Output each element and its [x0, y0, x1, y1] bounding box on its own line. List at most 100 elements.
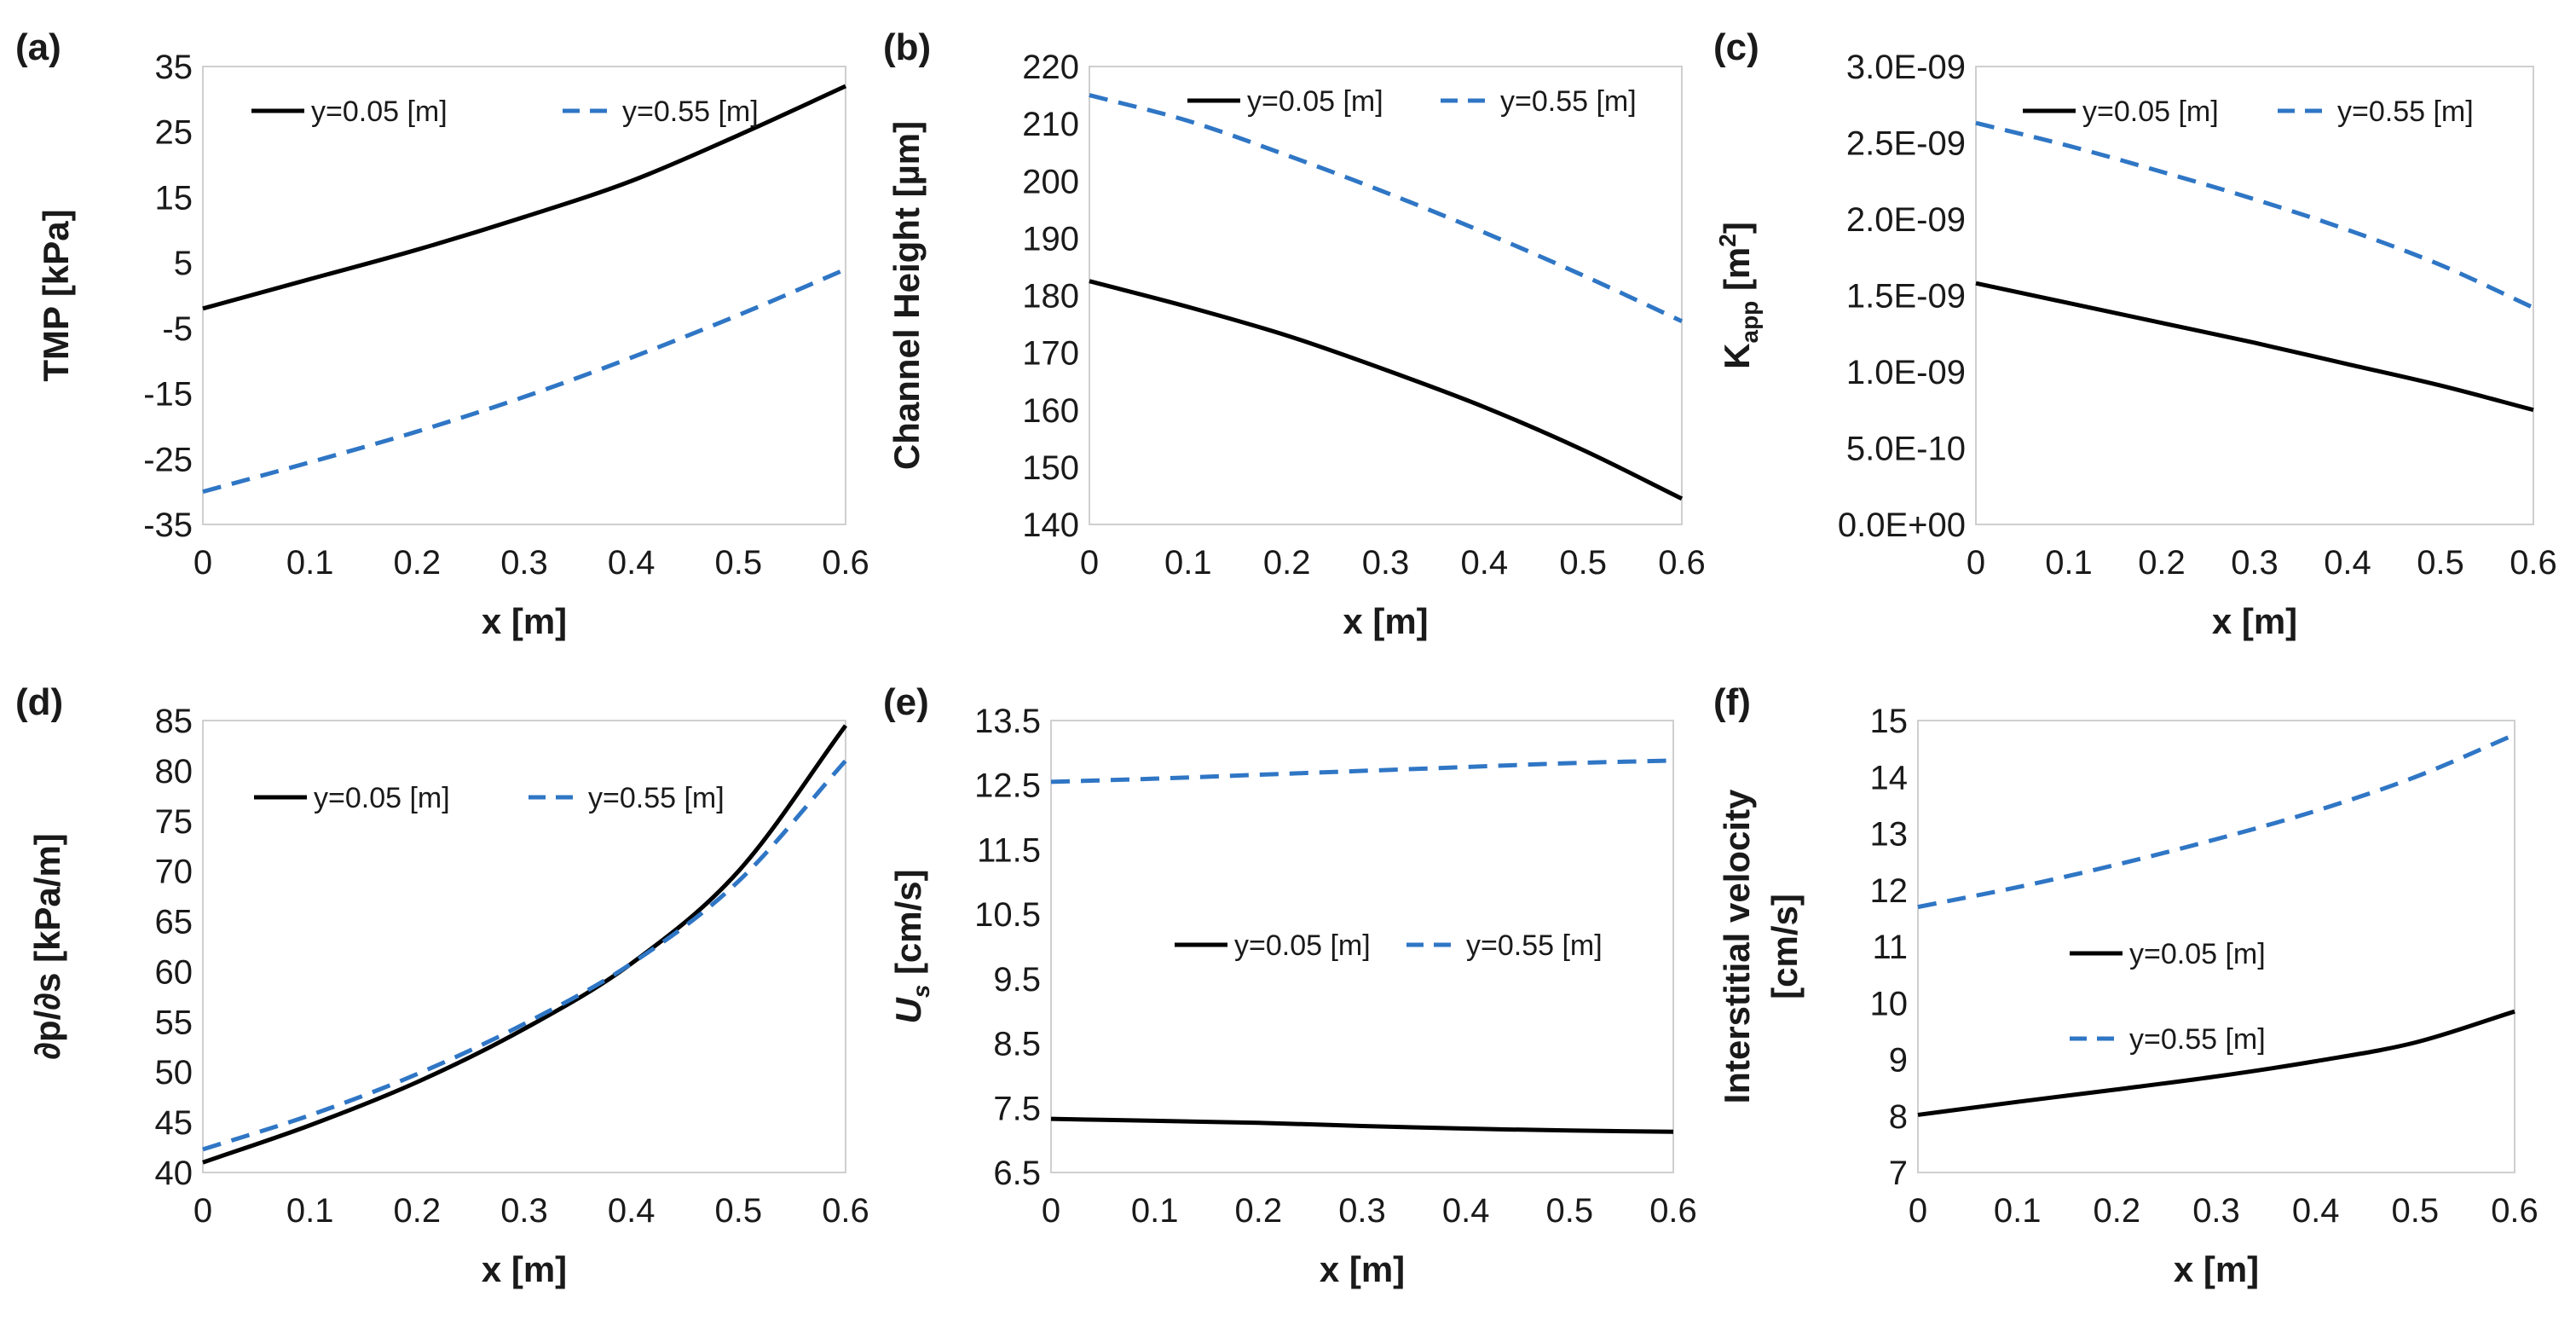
- plot-frame: [202, 720, 846, 1173]
- legend-label: y=0.05 [m]: [311, 96, 448, 128]
- y-tick-label: 60: [155, 953, 193, 991]
- x-axis-title: x [m]: [1320, 1249, 1405, 1289]
- y-tick-label: 15: [155, 179, 193, 217]
- legend-label: y=0.55 [m]: [1466, 929, 1603, 962]
- series-line-y005: [1089, 279, 1684, 501]
- x-tick-label: 0.3: [2231, 544, 2279, 582]
- y-tick-label: 12: [1870, 872, 1909, 910]
- x-tick-label: 0.5: [1559, 544, 1607, 582]
- y-tick-label: 8.5: [993, 1026, 1041, 1063]
- y-tick-label: 200: [1022, 163, 1079, 200]
- chart-panel-b: (b) 0 0.1 0.2 0.3 0.4 0.5 0.6 140 150 160 170 180 190…: [883, 26, 1706, 641]
- legend: y=0.05 [m] y=0.55 [m]: [1175, 929, 1603, 962]
- y-tick-label: 160: [1022, 392, 1079, 430]
- legend: y=0.05 [m] y=0.55 [m]: [251, 96, 759, 128]
- x-axis-title: x [m]: [482, 1249, 567, 1289]
- y-tick-label: 13: [1870, 816, 1909, 854]
- y-tick-label: 65: [155, 904, 193, 941]
- x-tick-label: 0.5: [715, 1192, 763, 1230]
- y-tick-label: 9.5: [993, 961, 1041, 999]
- y-tick-label: 150: [1022, 449, 1079, 487]
- legend: y=0.05 [m] y=0.55 [m]: [2070, 938, 2266, 1056]
- y-axis-title: Interstitial velocity: [1717, 789, 1757, 1103]
- x-tick-label: 0.2: [2138, 544, 2186, 582]
- x-tick-label: 0.5: [1546, 1192, 1594, 1230]
- legend: y=0.05 [m] y=0.55 [m]: [254, 782, 725, 814]
- x-tick-label: 0.2: [1235, 1192, 1283, 1230]
- y-tick-label: 11.5: [977, 831, 1041, 869]
- series-line-y005: [1975, 281, 2534, 413]
- legend-label: y=0.55 [m]: [2337, 96, 2474, 128]
- y-tick-label: -5: [162, 310, 193, 348]
- x-tick-label: 0.5: [2392, 1192, 2440, 1230]
- y-tick-label: -25: [143, 441, 193, 478]
- y-axis-title: Kapp [m2]: [1714, 222, 1763, 369]
- legend: y=0.05 [m] y=0.55 [m]: [1187, 85, 1637, 118]
- legend-label: y=0.05 [m]: [2129, 938, 2266, 970]
- series-line-y005: [1917, 1009, 2515, 1117]
- y-tick-label: 220: [1022, 49, 1079, 86]
- y-tick-label: 5.0E-10: [1846, 431, 1966, 468]
- x-tick-label: 0.3: [1338, 1192, 1386, 1230]
- panel-label: (c): [1713, 26, 1759, 68]
- legend-label: y=0.55 [m]: [2129, 1023, 2266, 1056]
- y-tick-label: 45: [155, 1104, 193, 1142]
- x-tick-label: 0.6: [2510, 544, 2557, 582]
- panel-label: (d): [15, 681, 63, 723]
- x-tick-label: 0.6: [1649, 1192, 1697, 1230]
- y-tick-label: 1.0E-09: [1846, 354, 1966, 391]
- plot-frame: [1050, 720, 1674, 1173]
- y-tick-label: 8: [1889, 1098, 1908, 1136]
- legend-label: y=0.55 [m]: [588, 782, 725, 814]
- y-tick-label: 9: [1889, 1042, 1908, 1080]
- series-line-y055: [1917, 732, 2515, 910]
- x-tick-label: 0.4: [1461, 544, 1509, 582]
- x-tick-label: 0.4: [2324, 544, 2371, 582]
- x-tick-label: 0.5: [2417, 544, 2464, 582]
- x-tick-label: 0.4: [608, 1192, 656, 1230]
- y-tick-label: 0.0E+00: [1838, 507, 1966, 544]
- plot-frame: [1917, 720, 2515, 1173]
- legend-label: y=0.05 [m]: [2082, 96, 2219, 128]
- series-line-y055: [1975, 120, 2535, 310]
- y-tick-label: 10: [1870, 985, 1909, 1022]
- legend-label: y=0.05 [m]: [1234, 929, 1371, 962]
- x-tick-label: 0.4: [2292, 1192, 2340, 1230]
- y-tick-label: -35: [143, 507, 193, 544]
- y-tick-label: -15: [143, 376, 193, 414]
- y-tick-label: 40: [155, 1155, 193, 1192]
- y-tick-label: 12.5: [974, 767, 1041, 805]
- y-tick-label: 13.5: [974, 703, 1041, 740]
- y-tick-label: 210: [1022, 106, 1079, 143]
- series-line-y055: [202, 267, 846, 495]
- x-tick-label: 0.1: [1164, 544, 1212, 582]
- x-tick-label: 0.6: [822, 1192, 869, 1230]
- y-tick-label: 70: [155, 854, 193, 891]
- plot-frame: [1089, 66, 1683, 525]
- chart-panel-a: (a) 0 0.1 0.2 0.3 0.4 0.5 0.6 -35 -25 -15 -5 5 15 25 35…: [15, 26, 869, 641]
- legend-label: y=0.05 [m]: [1247, 85, 1383, 118]
- y-tick-label: 7.5: [993, 1090, 1041, 1127]
- y-tick-label: 2.0E-09: [1846, 201, 1966, 239]
- y-tick-label: 35: [155, 49, 193, 86]
- y-axis-title: Channel Height [µm]: [887, 121, 927, 470]
- y-tick-label: 140: [1022, 507, 1079, 544]
- x-tick-label: 0.4: [1442, 1192, 1490, 1230]
- x-tick-label: 0: [193, 544, 212, 582]
- x-axis-title: x [m]: [2174, 1249, 2259, 1289]
- x-tick-label: 0.5: [715, 544, 763, 582]
- x-tick-label: 0.1: [1131, 1192, 1179, 1230]
- plot-frame: [1975, 66, 2534, 525]
- x-tick-label: 0.6: [2491, 1192, 2538, 1230]
- x-tick-label: 0.6: [1658, 544, 1706, 582]
- panel-label: (b): [883, 26, 931, 68]
- x-tick-label: 0: [1909, 1192, 1927, 1230]
- y-tick-label: 14: [1870, 759, 1909, 796]
- series-line-y005: [202, 724, 848, 1165]
- y-tick-label: 85: [155, 703, 193, 740]
- y-tick-label: 25: [155, 114, 193, 152]
- plot-frame: [202, 66, 846, 525]
- x-tick-label: 0.3: [500, 1192, 548, 1230]
- y-tick-label: 7: [1889, 1155, 1908, 1192]
- series-line-y055: [1089, 93, 1684, 323]
